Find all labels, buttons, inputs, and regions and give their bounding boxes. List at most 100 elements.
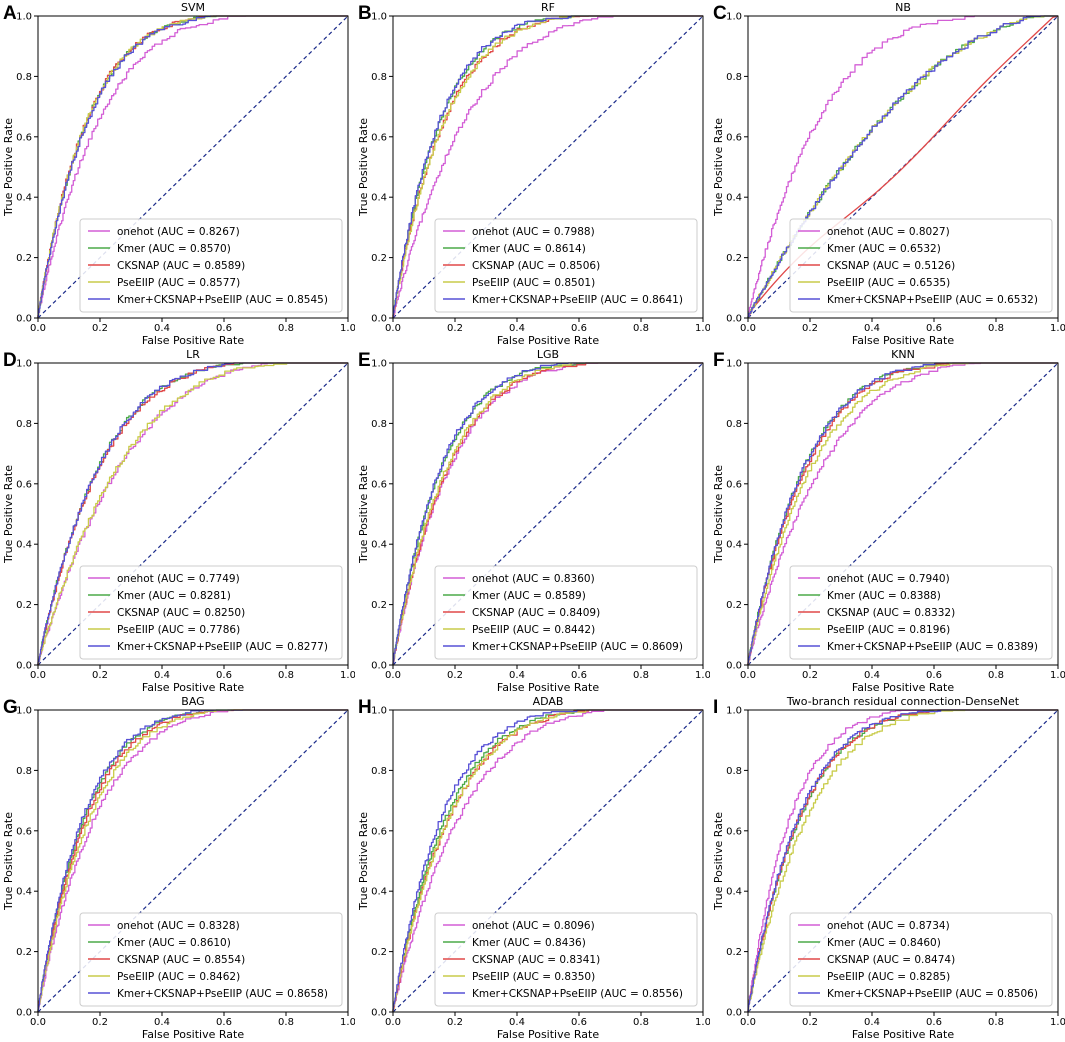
x-tick-label: 0.6	[926, 323, 942, 334]
x-tick-label: 0.0	[385, 1017, 401, 1028]
x-tick-label: 1.0	[340, 323, 355, 334]
legend: onehot (AUC = 0.7988) Kmer (AUC = 0.8614)…	[434, 218, 698, 313]
x-tick-label: 0.0	[30, 1017, 46, 1028]
legend: onehot (AUC = 0.7940) Kmer (AUC = 0.8388)…	[789, 565, 1053, 660]
y-tick-label: 0.4	[16, 193, 32, 204]
y-axis-title: True Positive Rate	[357, 465, 370, 564]
x-axis-title: False Positive Rate	[142, 681, 244, 694]
x-tick-label: 0.2	[447, 1017, 463, 1028]
roc-curve-pseeiip	[392, 709, 703, 1012]
y-tick-label: 0.4	[726, 540, 742, 551]
x-tick-label: 1.0	[1050, 1017, 1065, 1028]
x-tick-label: 0.2	[92, 670, 108, 681]
y-tick-label: 0.0	[16, 661, 32, 672]
x-tick-label: 0.8	[633, 1017, 649, 1028]
chart-title: Two-branch residual connection-DenseNet	[786, 695, 1020, 708]
x-tick-label: 0.6	[926, 670, 942, 681]
legend-entry-label: onehot (AUC = 0.7940)	[827, 573, 950, 585]
roc-curve-pseeiip	[37, 362, 348, 665]
x-tick-label: 0.2	[92, 323, 108, 334]
y-tick-label: 0.4	[726, 887, 742, 898]
axes-frame	[392, 362, 704, 666]
x-tick-label: 0.6	[571, 1017, 587, 1028]
legend: onehot (AUC = 0.8328) Kmer (AUC = 0.8610)…	[79, 912, 343, 1007]
y-tick-label: 1.0	[726, 12, 742, 23]
legend-entry-label: PseEIIP (AUC = 0.7786)	[117, 624, 240, 636]
x-tick-label: 0.2	[92, 1017, 108, 1028]
x-tick-label: 1.0	[340, 1017, 355, 1028]
x-tick-label: 0.0	[385, 323, 401, 334]
legend-entry-label: Kmer (AUC = 0.6532)	[827, 243, 941, 255]
chart-title: BAG	[181, 695, 204, 708]
legend-entry-label: Kmer (AUC = 0.8570)	[117, 243, 231, 255]
y-tick-label: 0.4	[371, 193, 387, 204]
roc-panel-f: F KNN 0.0 0.0 0.2 0.2 0.4 0.4 0.6 0.6 0.8 0.8 1.0 1.0…	[710, 347, 1065, 694]
legend: onehot (AUC = 0.8360) Kmer (AUC = 0.8589)…	[434, 565, 698, 660]
x-axis-title: False Positive Rate	[852, 1028, 954, 1041]
axes-frame	[392, 709, 704, 1013]
panel-letter: C	[713, 3, 727, 24]
roc-panel-g: G BAG 0.0 0.0 0.2 0.2 0.4 0.4 0.6 0.6 0.8 0.8 1.0 1.0…	[0, 694, 355, 1041]
x-tick-label: 0.0	[385, 670, 401, 681]
legend-box	[434, 218, 698, 313]
y-tick-label: 0.2	[726, 947, 742, 958]
chart-title: SVM	[181, 1, 205, 14]
x-tick-label: 0.4	[154, 323, 170, 334]
x-tick-label: 1.0	[1050, 323, 1065, 334]
roc-chart-svg: H ADAB 0.00.0 0.2 0.2 0.4 0.4 0.6 0.6 0.8 0.8 1.0 1.…	[357, 695, 710, 1041]
legend-box	[789, 565, 1053, 660]
x-tick-label: 1.0	[695, 323, 710, 334]
roc-curve-kmer-cksnap-pseeiip	[747, 709, 1058, 1012]
legend-entry-label: onehot (AUC = 0.8360)	[472, 573, 595, 585]
legend-entry-label: PseEIIP (AUC = 0.8285)	[827, 971, 950, 983]
legend-box	[434, 565, 698, 660]
x-tick-label: 0.0	[30, 670, 46, 681]
y-tick-label: 1.0	[16, 12, 32, 23]
y-tick-label: 0.6	[16, 479, 32, 490]
y-tick-label: 0.8	[16, 766, 32, 777]
y-axis-title: True Positive Rate	[2, 118, 15, 217]
legend-entry-label: CKSNAP (AUC = 0.8589)	[117, 260, 245, 272]
y-tick-label: 0.4	[371, 540, 387, 551]
x-tick-label: 0.2	[802, 323, 818, 334]
y-tick-label: 0.8	[371, 419, 387, 430]
axes-frame	[747, 362, 1059, 666]
x-tick-label: 0.2	[802, 1017, 818, 1028]
legend-box	[434, 912, 698, 1007]
chart-title: ADAB	[533, 695, 564, 708]
roc-curve-onehot	[747, 15, 1058, 318]
legend-box	[79, 912, 343, 1007]
chart-title: NB	[895, 1, 911, 14]
axes-frame	[392, 15, 704, 319]
legend-entry-label: PseEIIP (AUC = 0.8350)	[472, 971, 595, 983]
legend: onehot (AUC = 0.8734) Kmer (AUC = 0.8460)…	[789, 912, 1053, 1007]
roc-panel-a: A SVM 0.0 0.0 0.2 0.2 0.4 0.4 0.6 0.6 0.8 0.8 1.0 1.0…	[0, 0, 355, 347]
legend-entry-label: Kmer+CKSNAP+PseEIIP (AUC = 0.8506)	[827, 988, 1038, 1000]
x-tick-label: 1.0	[695, 1017, 710, 1028]
legend-entry-label: PseEIIP (AUC = 0.8462)	[117, 971, 240, 983]
legend-entry-label: CKSNAP (AUC = 0.8332)	[827, 607, 955, 619]
x-axis-title: False Positive Rate	[852, 681, 954, 694]
legend-entry-label: PseEIIP (AUC = 0.8196)	[827, 624, 950, 636]
x-tick-label: 0.8	[278, 670, 294, 681]
x-axis-title: False Positive Rate	[497, 681, 599, 694]
x-tick-label: 1.0	[1050, 670, 1065, 681]
y-tick-label: 0.6	[726, 132, 742, 143]
legend-entry-label: Kmer+CKSNAP+PseEIIP (AUC = 0.8641)	[472, 294, 683, 306]
y-tick-label: 0.2	[371, 600, 387, 611]
roc-curve-onehot	[37, 15, 348, 319]
legend-entry-label: PseEIIP (AUC = 0.6535)	[827, 277, 950, 289]
x-tick-label: 0.6	[571, 670, 587, 681]
panel-letter: A	[3, 3, 17, 24]
roc-curve-pseeiip	[747, 709, 1058, 1013]
y-tick-label: 0.8	[726, 72, 742, 83]
x-tick-label: 0.0	[740, 670, 756, 681]
chart-title: LGB	[537, 348, 559, 361]
legend-entry-label: CKSNAP (AUC = 0.8554)	[117, 954, 245, 966]
x-tick-label: 0.8	[633, 670, 649, 681]
x-tick-label: 0.4	[509, 670, 525, 681]
y-tick-label: 0.0	[16, 1008, 32, 1019]
legend-entry-label: PseEIIP (AUC = 0.8577)	[117, 277, 240, 289]
y-tick-label: 0.8	[726, 766, 742, 777]
y-tick-label: 0.8	[16, 72, 32, 83]
